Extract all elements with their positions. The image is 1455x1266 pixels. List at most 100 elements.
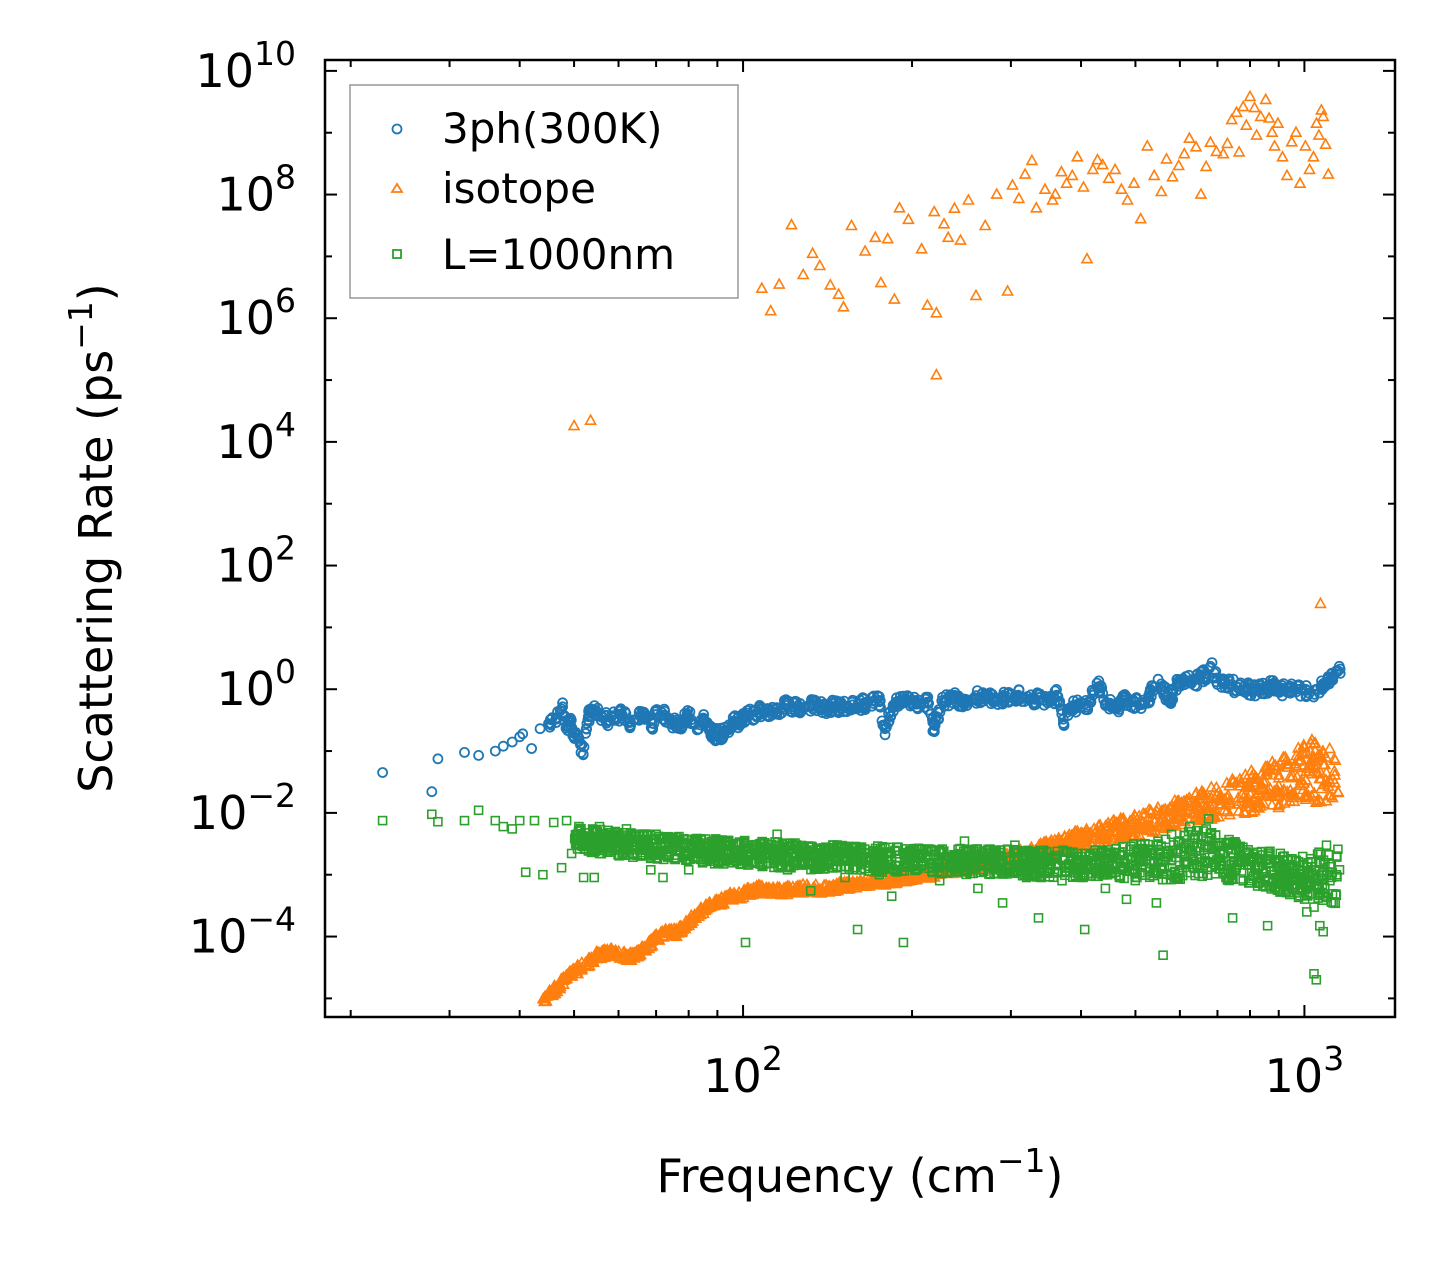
tick-layer: 102 103 10−4 10−2 100 102 104 106 108 1010	[189, 34, 1395, 1103]
isotope-point	[1250, 128, 1263, 140]
boundary-point	[1221, 872, 1231, 883]
isotope-point	[678, 921, 692, 934]
boundary-point	[709, 858, 720, 869]
3ph-point	[948, 698, 960, 709]
3ph-point	[858, 698, 870, 710]
isotope-point	[1290, 770, 1304, 782]
3ph-point	[595, 709, 607, 721]
boundary-point	[1126, 841, 1136, 852]
3ph-point	[546, 712, 558, 724]
isotope-point	[1310, 794, 1324, 807]
3ph-point	[879, 723, 891, 735]
3ph-point	[782, 699, 793, 711]
boundary-point	[1203, 814, 1214, 824]
isotope-point	[766, 886, 780, 899]
boundary-point	[845, 846, 855, 856]
boundary-point	[638, 836, 649, 846]
isotope-point	[881, 232, 895, 244]
3ph-point	[665, 715, 677, 727]
isotope-point	[1080, 830, 1093, 842]
boundary-point	[648, 850, 659, 861]
boundary-point	[1281, 870, 1291, 881]
isotope-point	[1263, 786, 1276, 799]
boundary-point	[1166, 874, 1176, 885]
isotope-point	[1204, 135, 1217, 147]
3ph-point	[771, 706, 783, 718]
boundary-point	[1011, 846, 1022, 856]
isotope-point	[1303, 761, 1317, 774]
isotope-point	[1299, 764, 1313, 777]
boundary-point	[659, 838, 670, 849]
isotope-point	[1080, 822, 1093, 835]
isotope-point	[1144, 822, 1158, 835]
isotope-point	[607, 945, 621, 957]
isotope-point	[1331, 785, 1345, 798]
isotope-point	[1080, 252, 1094, 264]
isotope-point	[1207, 810, 1221, 823]
boundary-point	[830, 846, 841, 857]
boundary-point	[947, 854, 958, 864]
isotope-point	[1220, 804, 1234, 817]
isotope-point	[553, 979, 567, 992]
boundary-point	[1118, 847, 1128, 857]
isotope-point	[1158, 814, 1171, 827]
boundary-point	[886, 891, 897, 902]
isotope-point	[915, 242, 928, 254]
3ph-point	[1062, 710, 1074, 721]
boundary-point	[520, 867, 531, 878]
isotope-point	[1327, 751, 1341, 764]
isotope-point	[648, 928, 662, 940]
boundary-point	[1025, 848, 1035, 859]
boundary-point	[1264, 881, 1274, 892]
3ph-point	[836, 700, 848, 712]
boundary-point	[805, 885, 816, 896]
isotope-point	[882, 876, 896, 889]
isotope-point	[1194, 187, 1208, 199]
legend-marker-boundary	[392, 249, 402, 259]
isotope-point	[843, 881, 857, 894]
boundary-point	[1291, 855, 1302, 866]
x-axis-title: Frequency (cm−1)	[657, 1141, 1064, 1203]
isotope-point	[1012, 191, 1026, 204]
boundary-point	[1311, 974, 1322, 985]
isotope-point	[1110, 818, 1123, 831]
boundary-point	[807, 842, 818, 853]
boundary-point	[1128, 839, 1139, 849]
isotope-point	[930, 306, 943, 318]
boundary-point	[1253, 863, 1263, 873]
boundary-point	[602, 833, 612, 843]
boundary-point	[433, 816, 443, 827]
isotope-point	[814, 885, 828, 898]
boundary-point	[1073, 848, 1083, 859]
isotope-point	[1305, 733, 1319, 745]
boundary-point	[950, 865, 960, 875]
3ph-point	[1082, 699, 1094, 711]
3ph-point	[794, 703, 805, 714]
3ph-point	[1272, 686, 1284, 698]
isotope-point	[1090, 837, 1104, 849]
isotope-point	[845, 218, 858, 231]
isotope-point	[693, 904, 707, 916]
boundary-point	[870, 843, 881, 854]
3ph-point	[526, 743, 537, 754]
boundary-point	[1203, 870, 1213, 881]
isotope-point	[1263, 763, 1277, 775]
boundary-point	[1227, 913, 1238, 923]
3ph-point	[1065, 704, 1076, 715]
isotope-point	[1316, 109, 1330, 122]
boundary-point	[1306, 867, 1317, 877]
boundary-point	[898, 937, 909, 948]
3ph-point	[1051, 684, 1062, 695]
isotope-point	[1006, 178, 1019, 190]
isotope-point	[1268, 139, 1281, 151]
boundary-point	[1068, 864, 1079, 875]
isotope-point	[978, 218, 992, 231]
isotope-point	[1268, 758, 1282, 771]
3ph-point	[1284, 681, 1296, 693]
3ph-point	[1334, 668, 1346, 679]
boundary-point	[426, 809, 437, 820]
boundary-point	[720, 840, 731, 851]
boundary-point	[490, 815, 501, 826]
3ph-point	[432, 753, 444, 765]
isotope-point	[1142, 823, 1156, 836]
